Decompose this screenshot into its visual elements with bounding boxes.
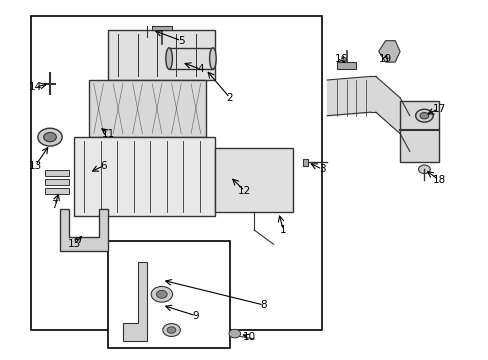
Polygon shape xyxy=(74,137,215,216)
Circle shape xyxy=(151,287,172,302)
Polygon shape xyxy=(378,41,399,62)
Text: 13: 13 xyxy=(29,161,42,171)
Circle shape xyxy=(38,128,62,146)
Text: 1: 1 xyxy=(280,225,286,235)
Polygon shape xyxy=(152,26,171,30)
Ellipse shape xyxy=(209,48,216,69)
Polygon shape xyxy=(89,80,205,137)
Polygon shape xyxy=(45,170,69,176)
Text: 16: 16 xyxy=(334,54,347,64)
Circle shape xyxy=(163,324,180,337)
Text: 7: 7 xyxy=(51,200,58,210)
Text: 12: 12 xyxy=(237,186,251,196)
Text: 8: 8 xyxy=(260,300,267,310)
Text: 10: 10 xyxy=(243,332,255,342)
Text: 18: 18 xyxy=(431,175,445,185)
Text: 3: 3 xyxy=(318,164,325,174)
Polygon shape xyxy=(399,102,438,162)
Bar xyxy=(30,16,322,330)
Text: 11: 11 xyxy=(102,129,115,139)
Polygon shape xyxy=(169,48,212,69)
Text: 15: 15 xyxy=(67,239,81,249)
Text: 14: 14 xyxy=(29,82,42,92)
Polygon shape xyxy=(336,62,356,69)
Polygon shape xyxy=(302,158,307,166)
Polygon shape xyxy=(45,188,69,194)
Polygon shape xyxy=(122,262,147,341)
Text: 2: 2 xyxy=(226,93,233,103)
Polygon shape xyxy=(108,30,215,80)
Text: 5: 5 xyxy=(178,36,184,46)
Text: 9: 9 xyxy=(192,311,199,321)
Circle shape xyxy=(228,329,240,338)
Text: 4: 4 xyxy=(197,64,203,74)
Circle shape xyxy=(156,291,167,298)
Text: 19: 19 xyxy=(378,54,391,64)
Polygon shape xyxy=(215,148,292,212)
Text: 17: 17 xyxy=(431,104,445,113)
Polygon shape xyxy=(60,208,108,251)
Bar xyxy=(108,241,229,348)
Circle shape xyxy=(43,132,56,142)
Text: 6: 6 xyxy=(100,161,106,171)
Circle shape xyxy=(418,165,429,174)
Circle shape xyxy=(415,109,432,122)
Circle shape xyxy=(419,112,428,119)
Circle shape xyxy=(167,327,176,333)
Polygon shape xyxy=(45,179,69,185)
Ellipse shape xyxy=(165,48,172,69)
